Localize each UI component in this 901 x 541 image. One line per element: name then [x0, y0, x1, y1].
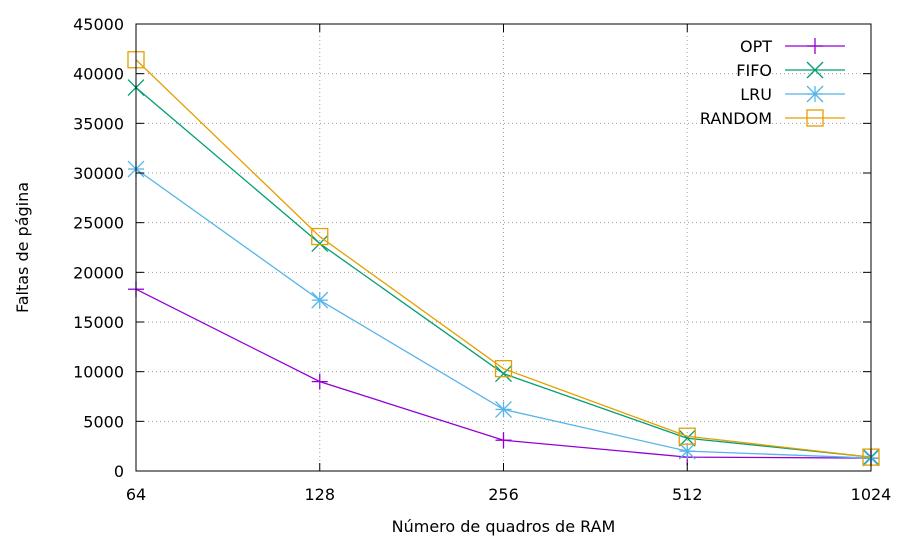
- axis-ticks: 0 5000 10000 15000 20000 25000 30000 35000 40000…: [73, 15, 891, 504]
- data-point-random: [311, 227, 329, 246]
- y-axis-label: Faltas de página: [13, 182, 32, 313]
- legend-marker-lru: [806, 85, 824, 103]
- legend: OPT FIFO LRU RANDOM: [700, 37, 845, 128]
- legend-label-lru: LRU: [740, 85, 772, 104]
- series-lines: [127, 51, 880, 467]
- legend-label-fifo: FIFO: [736, 61, 772, 80]
- x-tick-label: 512: [672, 485, 703, 504]
- legend-label-opt: OPT: [740, 37, 772, 56]
- y-tick-label: 40000: [73, 65, 124, 84]
- y-tick-label: 25000: [73, 214, 124, 233]
- data-point-lru: [311, 291, 329, 309]
- x-tick-label: 1024: [851, 485, 892, 504]
- y-tick-label: 35000: [73, 114, 124, 133]
- legend-marker-opt: [807, 38, 823, 54]
- y-tick-label: 20000: [73, 263, 124, 282]
- grid: [136, 24, 871, 471]
- x-tick-label: 256: [488, 485, 519, 504]
- data-point-random: [494, 360, 513, 378]
- y-tick-label: 0: [114, 462, 124, 481]
- x-tick-label: 64: [126, 485, 146, 504]
- y-tick-label: 10000: [73, 363, 124, 382]
- x-axis-label: Número de quadros de RAM: [392, 517, 616, 536]
- data-point-opt: [311, 373, 328, 390]
- y-tick-label: 45000: [73, 15, 124, 34]
- data-point-fifo: [311, 235, 329, 252]
- data-point-lru: [678, 442, 696, 460]
- data-point-random: [678, 427, 696, 445]
- legend-label-random: RANDOM: [700, 109, 772, 128]
- data-point-opt: [495, 432, 512, 449]
- data-point-fifo: [495, 365, 512, 383]
- y-tick-label: 5000: [83, 412, 124, 431]
- x-tick-label: 128: [304, 485, 335, 504]
- data-point-fifo: [678, 429, 696, 447]
- y-tick-label: 30000: [73, 164, 124, 183]
- legend-marker-random: [806, 109, 824, 127]
- data-point-lru: [495, 400, 512, 418]
- series-line-random: [135, 59, 872, 458]
- legend-marker-fifo: [806, 61, 824, 79]
- y-tick-label: 15000: [73, 313, 124, 332]
